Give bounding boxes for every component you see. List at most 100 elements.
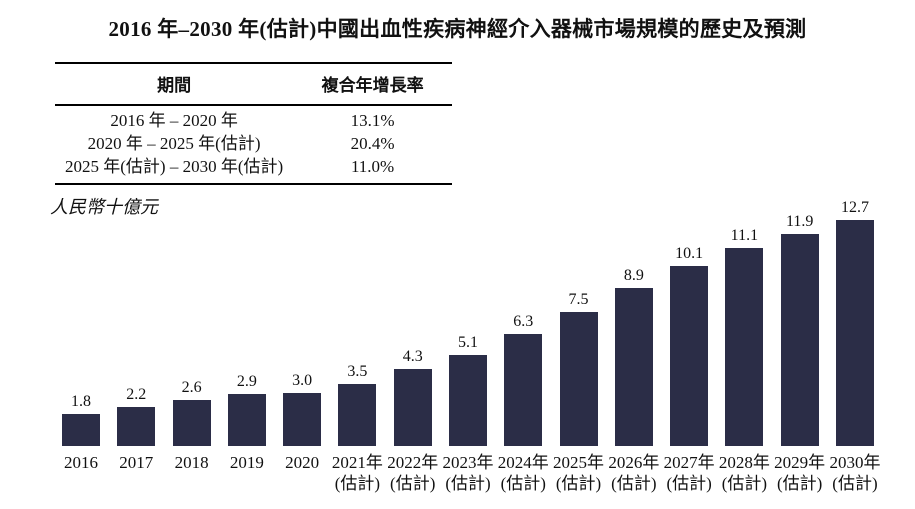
x-axis-label: 2028年 (估計): [719, 452, 770, 494]
bar-value-label: 7.5: [568, 291, 589, 308]
x-axis-label-estimate: (估計): [500, 474, 546, 493]
x-axis-labels: 2016 2017 2018 2019 2020 2021年 (估計) 2022年 (估計) 20…: [62, 452, 880, 494]
x-axis-label-year: 2017: [119, 453, 154, 472]
chart-column: 3.5: [338, 363, 377, 446]
x-axis-label-year: 2025年: [553, 453, 605, 472]
bar-value-label: 2.6: [181, 379, 202, 396]
bar: [725, 248, 764, 446]
x-axis-label-estimate: (估計): [832, 474, 878, 493]
bar-chart: 1.8 2.2 2.6 2.9 3.0 3.5 4.3 5.1 6.3 7.5 8.9 10.1 11.…: [62, 196, 874, 446]
x-axis-label: 2027年 (估計): [664, 452, 715, 494]
x-axis-label-estimate: (估計): [445, 474, 491, 493]
bar-value-label: 1.8: [71, 393, 91, 410]
page-title: 2016 年–2030 年(估計)中國出血性疾病神經介入器械市場規模的歷史及預測: [108, 17, 807, 41]
y-axis-units-label: 人民幣十億元: [50, 197, 158, 217]
bar: [172, 400, 211, 446]
x-axis-label-year: 2027年: [663, 453, 715, 472]
chart-column: 3.0: [283, 372, 322, 446]
chart-column: 2.6: [172, 379, 211, 446]
chart-column: 2.9: [227, 373, 266, 446]
table-row: 2025 年(估計) – 2030 年(估計) 11.0%: [55, 155, 452, 178]
table-cell-period: 2025 年(估計) – 2030 年(估計): [65, 157, 284, 176]
bar-value-label: 6.3: [513, 313, 534, 330]
table-header-period: 期間: [157, 76, 192, 95]
bar-value-label: 4.3: [402, 348, 423, 365]
bar-value-label: 11.1: [730, 227, 759, 244]
x-axis-label: 2019: [228, 452, 266, 494]
x-axis-label-year: 2020: [285, 453, 320, 472]
chart-column: 2.2: [117, 386, 156, 446]
bar: [117, 407, 156, 446]
bar: [283, 393, 322, 446]
bar: [393, 369, 432, 446]
bar-value-label: 12.7: [840, 199, 869, 216]
table-cell-cagr: 20.4%: [350, 134, 395, 153]
x-axis-label-year: 2030年: [829, 453, 881, 472]
chart-column: 10.1: [670, 245, 709, 446]
x-axis-label-year: 2021年: [331, 453, 383, 472]
bar-value-label: 3.5: [347, 363, 368, 380]
chart-column: 5.1: [448, 334, 487, 446]
x-axis-label-year: 2018: [174, 453, 209, 472]
bar-value-label: 2.2: [126, 386, 147, 403]
x-axis-label: 2020: [283, 452, 321, 494]
x-axis-label: 2018: [173, 452, 211, 494]
chart-column: 7.5: [559, 291, 598, 446]
table-cell-cagr: 11.0%: [350, 157, 395, 176]
x-axis-label-estimate: (估計): [555, 474, 602, 493]
bar: [62, 414, 100, 446]
x-axis-label: 2029年 (估計): [774, 452, 825, 494]
x-axis-label-year: 2022年: [387, 453, 439, 472]
x-axis-label: 2023年 (估計): [442, 452, 493, 494]
bar-value-label: 10.1: [675, 245, 704, 262]
x-axis-label-estimate: (估計): [721, 474, 768, 493]
chart-column: 11.9: [780, 213, 819, 446]
table-row: 2016 年 – 2020 年 13.1%: [55, 109, 452, 132]
table-cell-period: 2020 年 – 2025 年(估計): [87, 134, 261, 153]
chart-column: 12.7: [835, 199, 874, 446]
x-axis-label-estimate: (估計): [666, 474, 712, 493]
x-axis-label: 2025年 (估計): [553, 452, 604, 494]
bar-value-label: 3.0: [292, 372, 313, 389]
chart-column: 8.9: [614, 267, 653, 446]
x-axis-label-year: 2023年: [442, 453, 494, 472]
x-axis-label-year: 2019: [229, 453, 264, 472]
x-axis-label-estimate: (估計): [777, 474, 823, 493]
bar: [504, 334, 543, 446]
cagr-table-body: 2016 年 – 2020 年 13.1% 2020 年 – 2025 年(估計) 2…: [55, 106, 452, 183]
x-axis-label: 2030年 (估計): [829, 452, 880, 494]
bar: [559, 312, 598, 446]
bar: [670, 266, 709, 446]
x-axis-label-year: 2029年: [774, 453, 826, 472]
x-axis-label-year: 2028年: [718, 453, 770, 472]
x-axis-label: 2021年 (估計): [332, 452, 383, 494]
x-axis-label-estimate: (估計): [334, 474, 381, 493]
chart-column: 11.1: [725, 227, 764, 446]
bar: [338, 384, 377, 446]
bar: [448, 355, 487, 446]
bar: [227, 394, 266, 446]
table-header-cagr: 複合年增長率: [321, 76, 424, 95]
bar: [614, 288, 653, 446]
x-axis-label-year: 2026年: [608, 453, 660, 472]
bar: [780, 234, 819, 446]
bar-value-label: 5.1: [457, 334, 478, 351]
chart-column: 1.8: [62, 393, 100, 446]
x-axis-label-estimate: (估計): [390, 474, 436, 493]
x-axis-label: 2016: [62, 452, 100, 494]
x-axis-label-estimate: (估計): [611, 474, 657, 493]
x-axis-label: 2017: [117, 452, 155, 494]
bar-value-label: 8.9: [623, 267, 644, 284]
x-axis-label: 2026年 (估計): [608, 452, 659, 494]
table-cell-period: 2016 年 – 2020 年: [110, 111, 238, 130]
x-axis-label-year: 2024年: [497, 453, 549, 472]
bar-value-label: 2.9: [236, 373, 257, 390]
cagr-table: 期間 複合年增長率 2016 年 – 2020 年 13.1% 2020 年 – 2…: [55, 62, 452, 185]
chart-column: 6.3: [504, 313, 543, 446]
x-axis-label: 2022年 (估計): [387, 452, 438, 494]
bar-value-label: 11.9: [785, 213, 814, 230]
cagr-table-header: 期間 複合年增長率: [55, 64, 452, 106]
table-cell-cagr: 13.1%: [350, 111, 395, 130]
table-row: 2020 年 – 2025 年(估計) 20.4%: [55, 132, 452, 155]
x-axis-label-year: 2016: [64, 453, 98, 472]
